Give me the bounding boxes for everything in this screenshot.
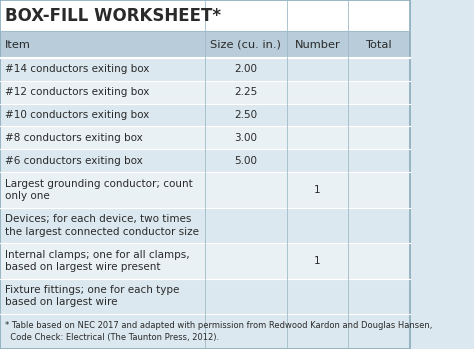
Text: Number: Number — [294, 39, 340, 50]
Text: 5.00: 5.00 — [234, 156, 257, 166]
Text: 3.00: 3.00 — [234, 133, 257, 143]
Text: Total: Total — [365, 39, 392, 50]
Bar — [0, 149, 410, 172]
Bar — [0, 81, 410, 104]
Text: Largest grounding conductor; count
only one: Largest grounding conductor; count only … — [5, 179, 192, 201]
Text: 2.25: 2.25 — [234, 87, 257, 97]
Text: Size (cu. in.): Size (cu. in.) — [210, 39, 281, 50]
Text: BOX-FILL WORKSHEET*: BOX-FILL WORKSHEET* — [5, 7, 221, 25]
Bar — [0, 279, 410, 314]
Bar — [0, 104, 410, 126]
Text: #8 conductors exiting box: #8 conductors exiting box — [5, 133, 143, 143]
Bar — [0, 314, 410, 349]
Text: 2.50: 2.50 — [234, 110, 257, 120]
Bar — [0, 126, 410, 149]
Bar — [0, 0, 410, 31]
Text: Fixture fittings; one for each type
based on largest wire: Fixture fittings; one for each type base… — [5, 285, 179, 307]
Text: #6 conductors exiting box: #6 conductors exiting box — [5, 156, 143, 166]
Text: #12 conductors exiting box: #12 conductors exiting box — [5, 87, 149, 97]
Text: Item: Item — [5, 39, 31, 50]
Text: 2.00: 2.00 — [234, 64, 257, 74]
Text: Internal clamps; one for all clamps,
based on largest wire present: Internal clamps; one for all clamps, bas… — [5, 250, 190, 272]
Text: Devices; for each device, two times
the largest connected conductor size: Devices; for each device, two times the … — [5, 214, 199, 237]
Bar — [0, 172, 410, 208]
Bar — [0, 243, 410, 279]
Text: 1: 1 — [314, 185, 321, 195]
Bar — [0, 208, 410, 243]
Text: #10 conductors exiting box: #10 conductors exiting box — [5, 110, 149, 120]
Text: * Table based on NEC 2017 and adapted with permission from Redwood Kardon and Do: * Table based on NEC 2017 and adapted wi… — [5, 321, 432, 342]
Text: #14 conductors exiting box: #14 conductors exiting box — [5, 64, 149, 74]
Bar — [0, 58, 410, 81]
Text: 1: 1 — [314, 256, 321, 266]
Bar — [0, 31, 410, 58]
